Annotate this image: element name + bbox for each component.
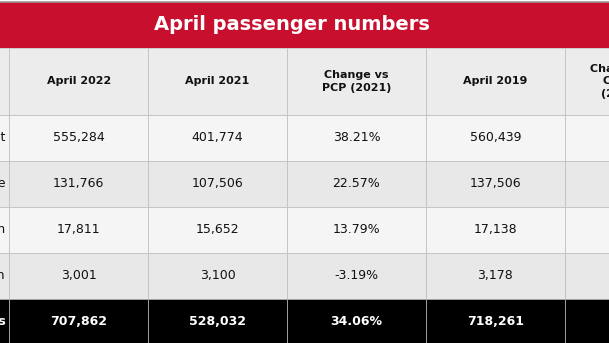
Text: April 2019: April 2019 [463, 76, 527, 86]
Bar [565, 161, 609, 207]
Bar [148, 115, 287, 161]
Text: 718,261: 718,261 [467, 315, 524, 328]
Text: 131,766: 131,766 [53, 177, 104, 190]
Text: April 2022: April 2022 [47, 76, 111, 86]
Bar [426, 207, 565, 253]
Bar [148, 207, 287, 253]
Text: 707,862: 707,862 [51, 315, 107, 328]
Text: Change vs
PCP (2021): Change vs PCP (2021) [322, 70, 391, 93]
Text: 17,811: 17,811 [57, 223, 100, 236]
Bar [287, 48, 426, 115]
Bar [426, 253, 565, 299]
Text: 3,100: 3,100 [200, 269, 236, 282]
Bar [9, 161, 148, 207]
Bar [148, 48, 287, 115]
Bar [287, 115, 426, 161]
Bar [9, 299, 148, 343]
Bar [9, 115, 148, 161]
Text: 3,178: 3,178 [477, 269, 513, 282]
Bar [0, 115, 9, 161]
Text: 3,001: 3,001 [61, 269, 97, 282]
Bar [287, 299, 426, 343]
Bar [565, 299, 609, 343]
Bar [426, 161, 565, 207]
Text: April 2021: April 2021 [186, 76, 250, 86]
Text: 137,506: 137,506 [470, 177, 521, 190]
Text: Townsville: Townsville [0, 177, 5, 190]
Text: 15,652: 15,652 [196, 223, 239, 236]
Bar [9, 253, 148, 299]
Bar [9, 48, 148, 115]
Bar [0, 207, 9, 253]
Text: 22.57%: 22.57% [333, 177, 381, 190]
Text: 528,032: 528,032 [189, 315, 246, 328]
Text: 34.06%: 34.06% [331, 315, 382, 328]
Text: Change vs
COVID
(2019): Change vs COVID (2019) [590, 64, 609, 99]
Bar [287, 161, 426, 207]
Text: 560,439: 560,439 [470, 131, 521, 144]
Bar [0, 2, 609, 48]
Bar [565, 253, 609, 299]
Bar [148, 299, 287, 343]
Bar [426, 299, 565, 343]
Text: 13.79%: 13.79% [333, 223, 380, 236]
Bar [0, 161, 9, 207]
Text: -3.19%: -3.19% [334, 269, 379, 282]
Bar [287, 253, 426, 299]
Bar [565, 115, 609, 161]
Bar [287, 207, 426, 253]
Text: Ballina/Byron: Ballina/Byron [0, 223, 5, 236]
Text: April passenger numbers: April passenger numbers [155, 15, 430, 34]
Text: 401,774: 401,774 [192, 131, 244, 144]
Bar [9, 207, 148, 253]
Text: 38.21%: 38.21% [333, 131, 380, 144]
Bar [565, 207, 609, 253]
Bar [148, 253, 287, 299]
Text: 107,506: 107,506 [192, 177, 244, 190]
Text: Longreach: Longreach [0, 269, 5, 282]
Text: 17,138: 17,138 [474, 223, 517, 236]
Bar [426, 48, 565, 115]
Text: Total passengers: Total passengers [0, 315, 5, 328]
Text: Gold Coast: Gold Coast [0, 131, 5, 144]
Bar [0, 253, 9, 299]
Bar [0, 299, 9, 343]
Text: 555,284: 555,284 [53, 131, 105, 144]
Bar [0, 48, 9, 115]
Bar [148, 161, 287, 207]
Bar [426, 115, 565, 161]
Bar [565, 48, 609, 115]
